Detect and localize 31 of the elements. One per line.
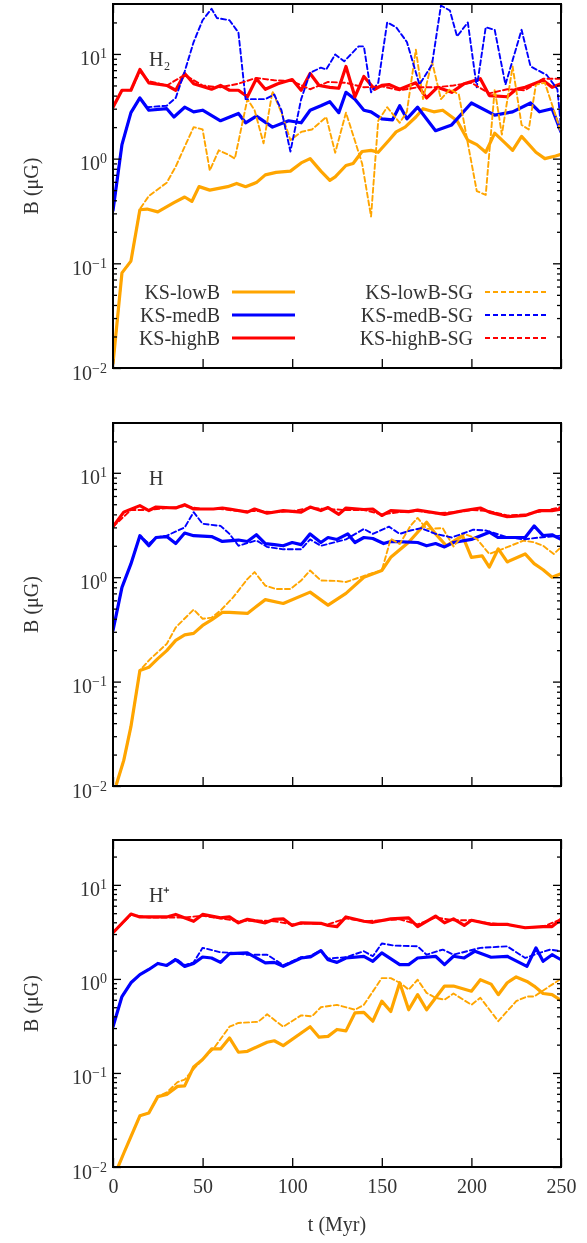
y-axis-title: B (μG) [20, 975, 43, 1032]
y-tick-label: 10$^{1}$ [80, 876, 107, 901]
legend-label: KS-highB [138, 327, 220, 350]
y-tick-label: 10$^{1}$ [80, 464, 107, 489]
legend-label: KS-lowB [144, 281, 220, 303]
y-tick-label: 10$^{1}$ [80, 45, 107, 70]
y-axis-title: B (μG) [20, 157, 43, 215]
x-tick-label: 50 [193, 1175, 214, 1198]
annotation: H⁺ [149, 884, 171, 906]
y-axis-title: B (μG) [20, 576, 43, 633]
legend-label: KS-lowB-SG [365, 281, 473, 303]
y-tick-label: 10$^{−1}$ [72, 673, 107, 698]
x-tick-label: 100 [277, 1175, 308, 1198]
x-axis-title: t (Myr) [307, 1213, 367, 1236]
y-tick-label: 10$^{−1}$ [72, 1064, 107, 1089]
legend-label: KS-medB-SG [360, 304, 473, 326]
x-tick-label: 250 [546, 1175, 577, 1198]
y-tick-label: 10$^{0}$ [80, 970, 107, 995]
annotation: H [149, 467, 164, 489]
y-tick-label: 10$^{−2}$ [72, 1159, 107, 1183]
legend-label: KS-highB-SG [359, 327, 473, 350]
legend-label: KS-medB [140, 304, 220, 326]
annotation: H₂ [149, 48, 171, 70]
y-tick-label: 10$^{−2}$ [72, 360, 107, 384]
y-tick-label: 10$^{0}$ [80, 569, 107, 593]
y-tick-label: 10$^{0}$ [80, 150, 107, 175]
x-tick-label: 200 [456, 1175, 487, 1198]
x-tick-label: 150 [367, 1175, 398, 1198]
x-tick-label: 0 [108, 1175, 119, 1198]
y-tick-label: 10$^{−1}$ [72, 255, 107, 279]
y-tick-label: 10$^{−2}$ [72, 778, 107, 802]
